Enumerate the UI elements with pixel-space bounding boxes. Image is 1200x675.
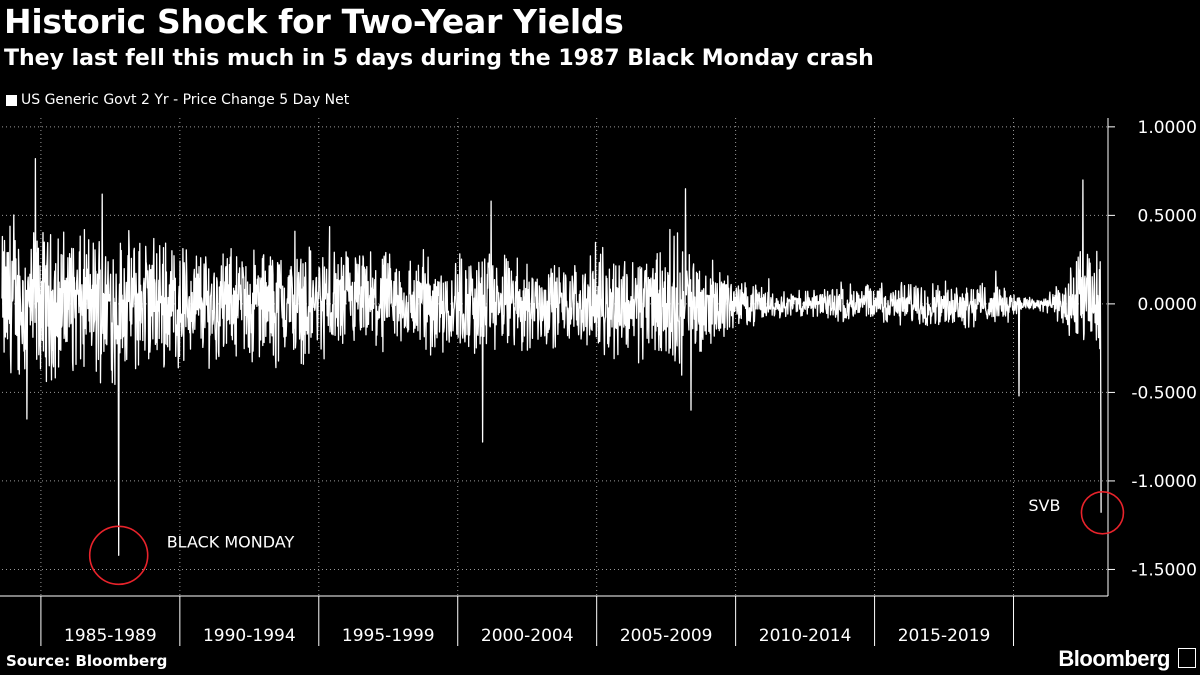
annotation-label-0: BLACK MONDAY [167, 532, 295, 551]
bloomberg-icon [1178, 648, 1196, 668]
x-tick-label-4: 2005-2009 [620, 626, 713, 646]
y-tick-label-3: -0.5000 [1131, 383, 1197, 403]
y-tick-label-0: 1.0000 [1138, 118, 1197, 138]
annotation-circle-0 [88, 525, 149, 586]
chart-subtitle: They last fell this much in 5 days durin… [4, 46, 874, 71]
y-tick-label-4: -1.0000 [1131, 472, 1197, 492]
bloomberg-logo: Bloomberg [1058, 646, 1170, 671]
x-tick-label-3: 2000-2004 [481, 626, 574, 646]
x-tick-label-2: 1995-1999 [342, 626, 435, 646]
x-tick-label-1: 1990-1994 [203, 626, 296, 646]
legend-label: US Generic Govt 2 Yr - Price Change 5 Da… [21, 92, 350, 108]
legend: US Generic Govt 2 Yr - Price Change 5 Da… [6, 92, 349, 108]
chart-title: Historic Shock for Two-Year Yields [4, 2, 624, 41]
source-note: Source: Bloomberg [6, 652, 168, 670]
y-tick-label-5: -1.5000 [1131, 560, 1197, 580]
annotation-circle-1 [1080, 490, 1125, 535]
x-tick-label-0: 1985-1989 [64, 626, 157, 646]
legend-swatch [6, 94, 17, 106]
x-tick-label-6: 2015-2019 [898, 626, 991, 646]
x-tick-label-5: 2010-2014 [759, 626, 852, 646]
y-tick-label-1: 0.5000 [1138, 206, 1197, 226]
series-line [1, 158, 1102, 556]
y-tick-label-2: 0.0000 [1138, 295, 1197, 315]
annotation-label-1: SVB [1028, 496, 1060, 515]
